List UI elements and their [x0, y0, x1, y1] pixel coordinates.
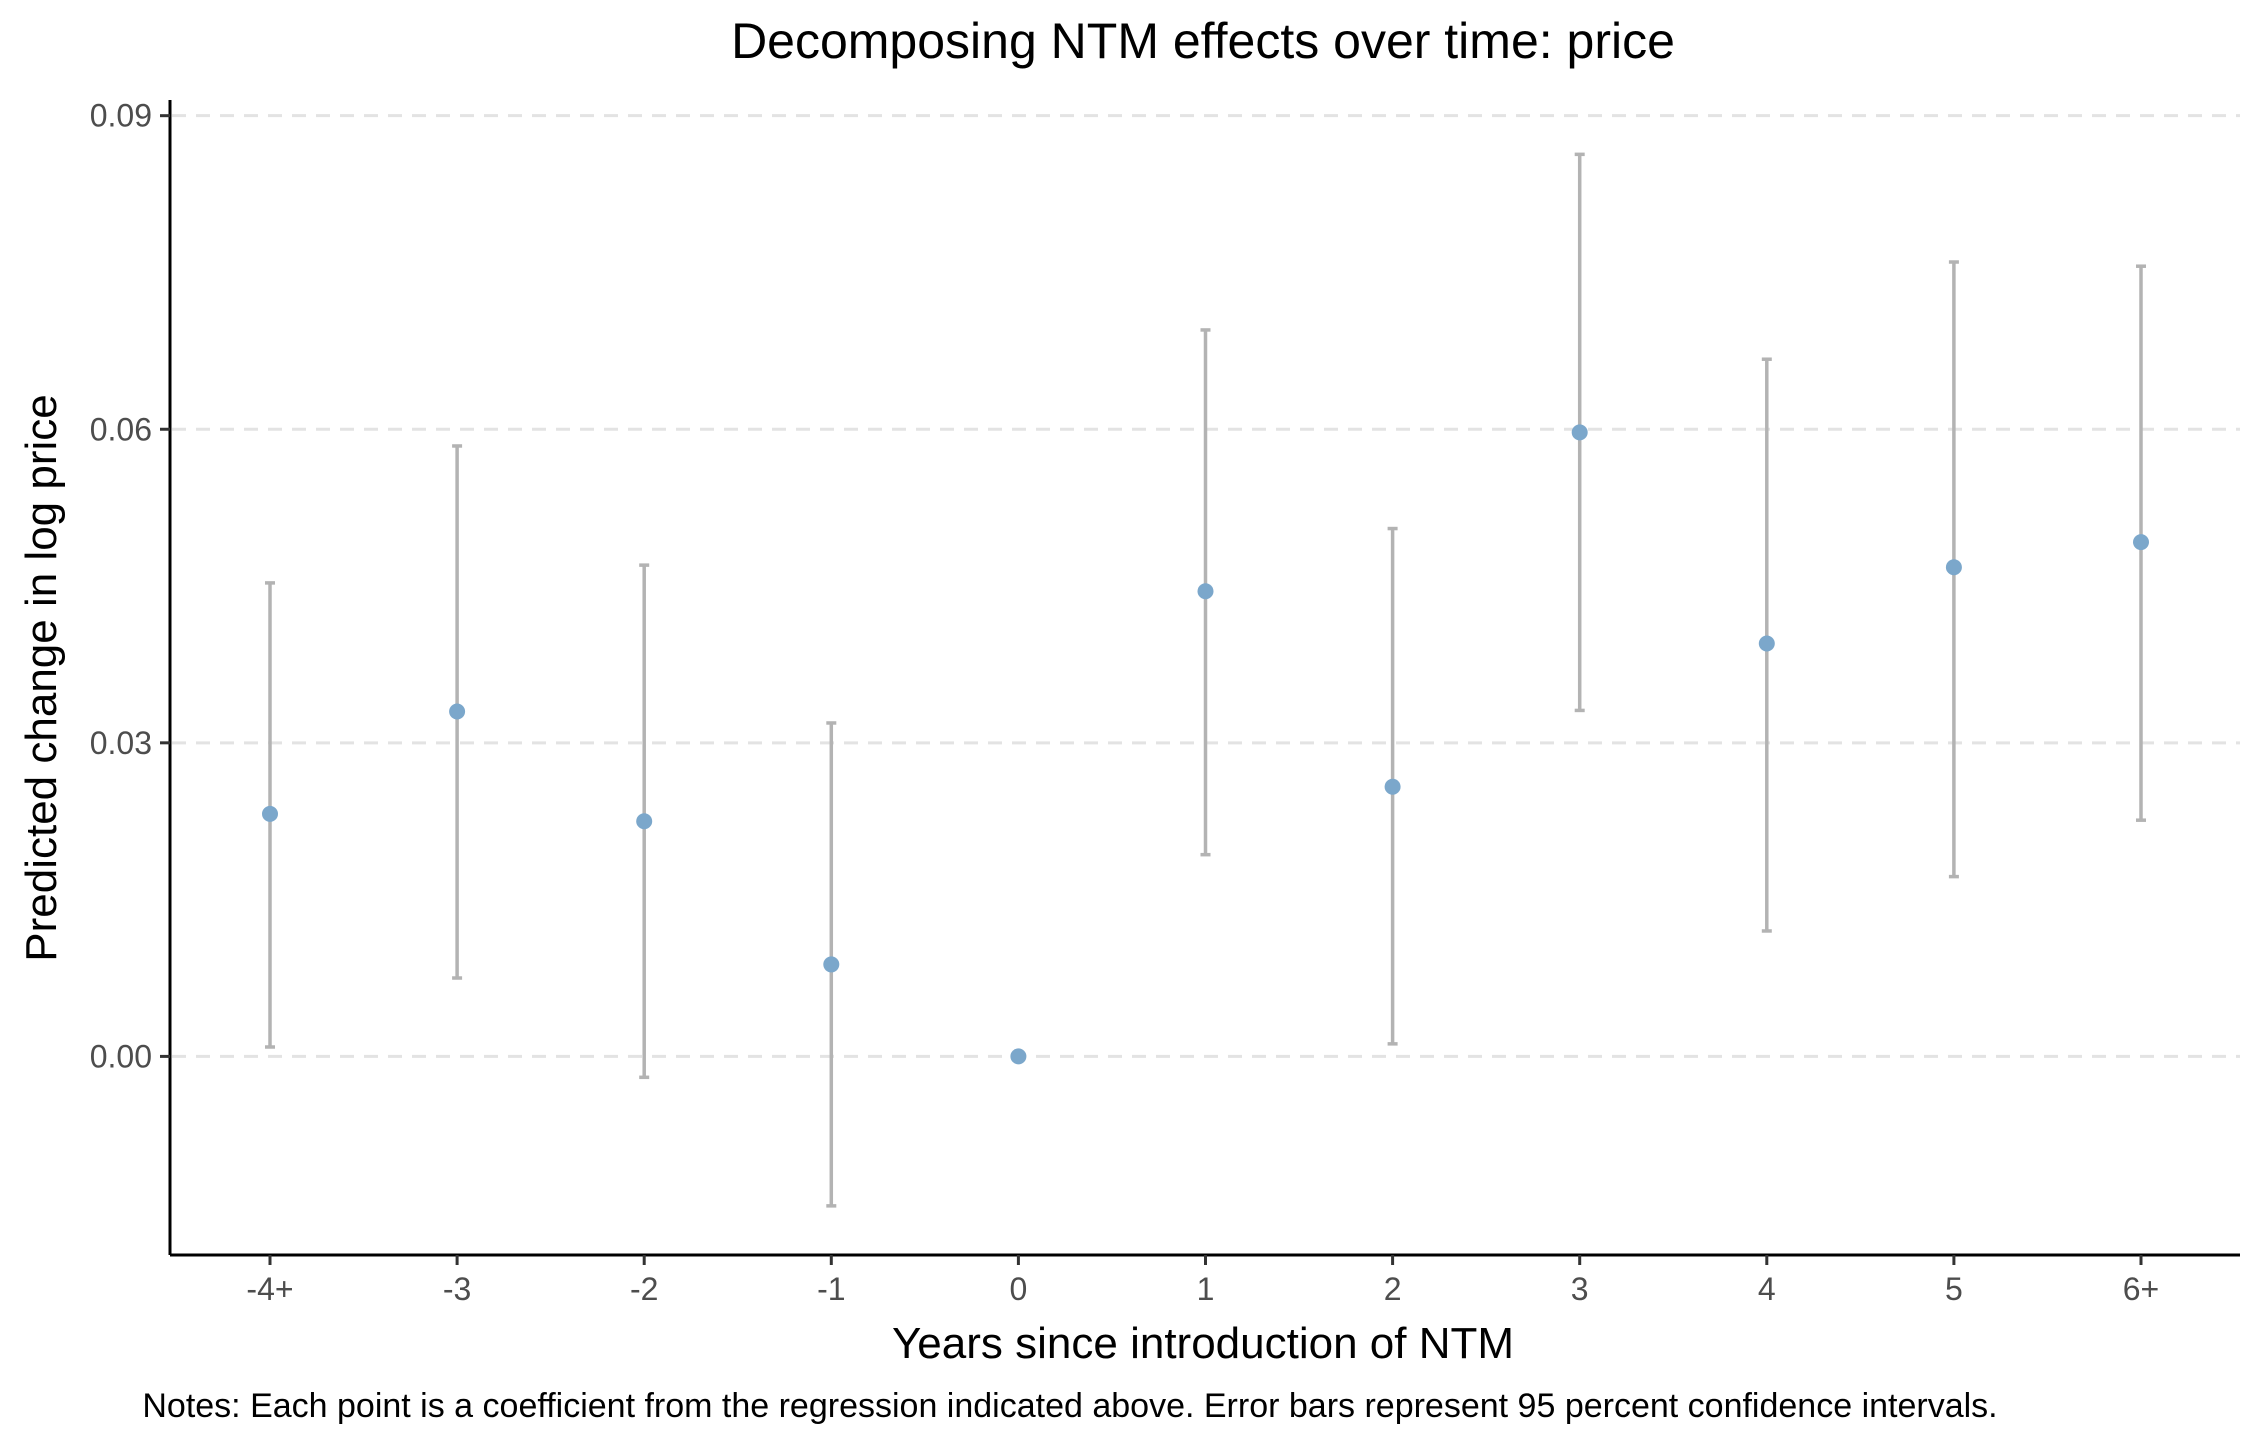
- y-tick-label: 0.09: [90, 98, 152, 134]
- axes: [160, 100, 2240, 1265]
- x-tick-label: 6+: [2123, 1271, 2159, 1307]
- data-point: [823, 956, 840, 973]
- data-point: [1758, 635, 1775, 652]
- x-axis-label: Years since introduction of NTM: [892, 1319, 1514, 1368]
- data-point: [262, 805, 278, 822]
- x-tick-label: -4+: [246, 1271, 293, 1307]
- data-point: [1945, 559, 1962, 576]
- x-tick-label: 0: [1010, 1271, 1028, 1307]
- y-tick-label: 0.06: [90, 411, 152, 447]
- data-point: [449, 703, 466, 720]
- y-axis-label: Predicted change in log price: [17, 394, 66, 961]
- x-tick-label: -2: [630, 1271, 658, 1307]
- chart-title: Decomposing NTM effects over time: price: [731, 13, 1675, 69]
- x-tick-label: 2: [1384, 1271, 1402, 1307]
- x-tick-label: 1: [1197, 1271, 1215, 1307]
- data-point: [2133, 534, 2149, 551]
- x-tick-label: -3: [443, 1271, 471, 1307]
- x-tick-label: 5: [1945, 1271, 1963, 1307]
- data-point: [1384, 778, 1401, 795]
- x-tick-label: -1: [817, 1271, 845, 1307]
- data-point: [1571, 424, 1588, 441]
- data-point: [1197, 583, 1214, 600]
- y-tick-label: 0.03: [90, 725, 152, 761]
- tick-labels: 0.00 0.03 0.06 0.09 -4+ -3 -2 -1 0 1 2 3 4 5 6+: [90, 98, 2160, 1307]
- x-tick-label: 4: [1758, 1271, 1776, 1307]
- y-tick-label: 0.00: [90, 1038, 152, 1074]
- data-points: [262, 424, 2149, 1065]
- x-tick-label: 3: [1571, 1271, 1589, 1307]
- chart-note: Notes: Each point is a coefficient from …: [142, 1387, 1997, 1425]
- data-point: [636, 813, 653, 830]
- data-point: [1010, 1048, 1027, 1065]
